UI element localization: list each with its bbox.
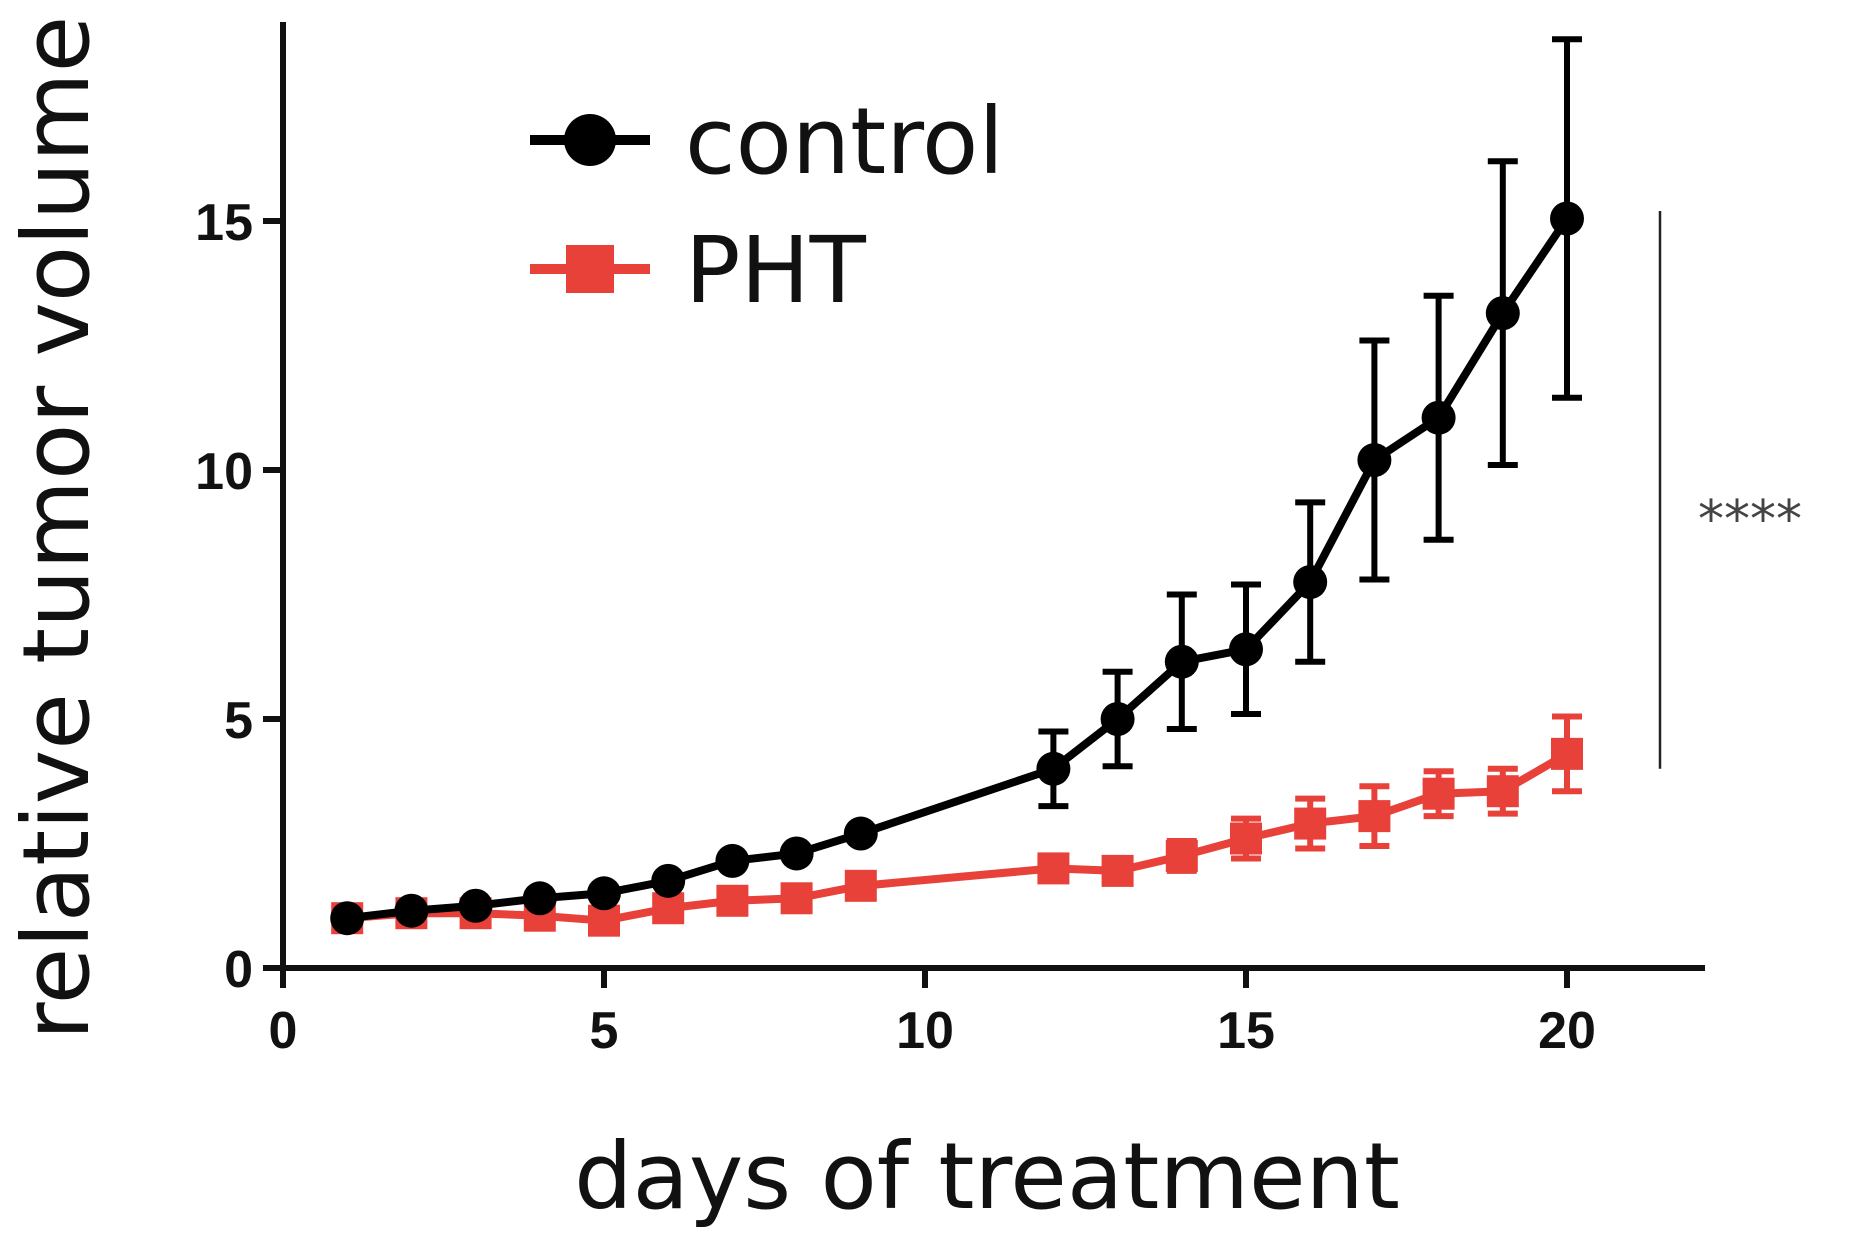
annotations: **** xyxy=(1658,211,1802,769)
data-point xyxy=(1164,644,1199,679)
y-axis-title: relative tumor volume xyxy=(3,16,110,1040)
data-point xyxy=(1486,775,1519,808)
data-point xyxy=(844,869,877,902)
data-point xyxy=(651,863,686,898)
legend: control PHT xyxy=(530,88,1004,324)
x-tick-label: 5 xyxy=(590,1002,619,1060)
data-point xyxy=(1101,854,1134,887)
data-point xyxy=(1037,852,1070,885)
legend-label: control xyxy=(685,88,1004,195)
data-point xyxy=(1422,777,1455,810)
series-layer xyxy=(330,36,1584,937)
data-point xyxy=(779,836,814,871)
data-point xyxy=(716,884,749,917)
legend-item-pht: PHT xyxy=(530,217,867,324)
data-point xyxy=(330,901,365,936)
data-point xyxy=(780,882,813,915)
data-point xyxy=(587,876,621,911)
y-tick-label: 15 xyxy=(195,194,253,252)
data-point xyxy=(1358,800,1391,833)
data-point xyxy=(1230,822,1262,855)
data-point xyxy=(1294,807,1327,840)
significance-label: **** xyxy=(1698,490,1802,550)
data-point xyxy=(1165,839,1198,872)
axes xyxy=(263,22,1705,988)
data-point xyxy=(394,893,429,928)
data-point xyxy=(843,816,878,851)
legend-item-control: control xyxy=(530,88,1004,195)
data-point xyxy=(1036,751,1071,786)
legend-marker xyxy=(566,245,614,293)
data-point xyxy=(715,843,750,878)
data-point xyxy=(1485,296,1520,331)
y-tick-label: 10 xyxy=(195,443,253,501)
series-control xyxy=(330,36,1584,936)
data-point xyxy=(458,888,493,923)
data-point xyxy=(1357,443,1392,478)
x-tick-label: 10 xyxy=(896,1002,954,1060)
tick-labels: 0 5 10 15 20 0 5 10 15 xyxy=(195,194,1596,1060)
data-point xyxy=(1293,565,1328,600)
x-tick-label: 20 xyxy=(1538,1002,1596,1060)
y-tick-label: 5 xyxy=(224,692,253,750)
legend-label: PHT xyxy=(685,217,867,324)
data-point xyxy=(1229,632,1263,667)
x-tick-label: 15 xyxy=(1217,1002,1275,1060)
data-point xyxy=(1550,201,1584,236)
legend-marker xyxy=(564,114,616,166)
data-point xyxy=(1551,737,1583,770)
x-tick-label: 0 xyxy=(269,1002,298,1060)
data-point xyxy=(1100,702,1135,736)
data-point xyxy=(522,881,557,916)
x-axis-title: days of treatment xyxy=(574,1123,1400,1230)
y-tick-label: 0 xyxy=(224,941,253,999)
data-point xyxy=(1421,400,1456,435)
